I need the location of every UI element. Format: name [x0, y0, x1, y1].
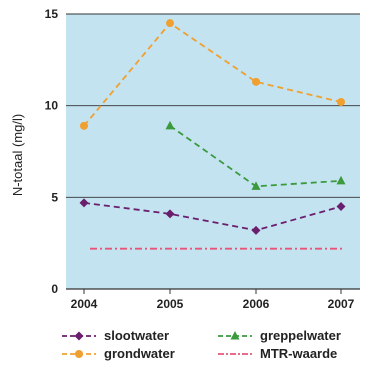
data-point: [251, 181, 261, 190]
legend: slootwater greppelwater grondwater MTR-waar…: [62, 328, 341, 361]
data-point: [79, 198, 89, 208]
y-tick-label: 5: [51, 190, 58, 204]
y-tick-label: 10: [45, 99, 59, 113]
y-tick-label: 0: [51, 282, 58, 296]
legend-item-grondwater: grondwater: [62, 346, 175, 361]
legend-label: slootwater: [104, 328, 169, 343]
legend-label: greppelwater: [260, 328, 341, 343]
grid-lines: [66, 13, 360, 290]
legend-item-slootwater: slootwater: [62, 328, 169, 343]
x-tick-label: 2007: [328, 297, 355, 311]
series-greppelwater: [165, 120, 346, 190]
series-line: [83, 201, 342, 232]
axis-ticks: 0 5 10 15 2004 2005 2006 2007: [45, 7, 355, 311]
legend-marker: [75, 350, 83, 358]
data-point: [336, 202, 346, 211]
plot-background: [66, 14, 360, 289]
x-tick-label: 2006: [243, 297, 270, 311]
data-point: [251, 225, 261, 235]
data-point: [337, 98, 345, 106]
series-grondwater: [80, 19, 345, 130]
legend-label: MTR-waarde: [260, 346, 337, 361]
series-line: [83, 21, 342, 127]
legend-item-MTR-waarde: MTR-waarde: [218, 346, 337, 361]
data-point: [80, 121, 88, 130]
legend-item-greppelwater: greppelwater: [218, 328, 341, 343]
series-slootwater: [79, 198, 346, 235]
data-point: [165, 209, 175, 219]
data-point: [252, 77, 260, 86]
legend-marker: [230, 331, 240, 340]
data-point: [336, 175, 346, 185]
series-layer: [79, 19, 346, 250]
legend-label: grondwater: [104, 346, 175, 361]
y-axis-label: N-totaal (mg/l): [10, 114, 25, 196]
x-tick-label: 2005: [157, 297, 184, 311]
data-point: [166, 19, 174, 28]
x-tick-label: 2004: [71, 297, 98, 311]
legend-marker: [74, 331, 84, 341]
data-point: [165, 120, 175, 130]
y-tick-label: 15: [45, 7, 59, 21]
